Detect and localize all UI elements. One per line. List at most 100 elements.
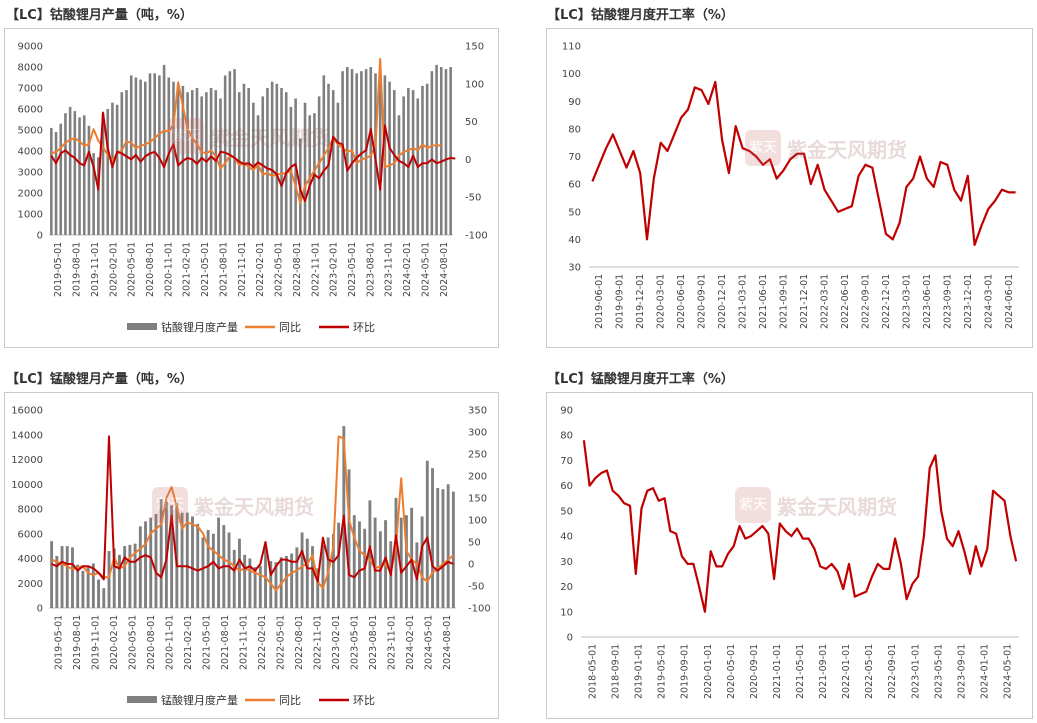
legend-swatch-bar [127, 323, 157, 330]
bar [129, 75, 133, 236]
bar [50, 127, 53, 235]
y-tick-label-left: 16000 [11, 406, 43, 417]
x-tick-label: 2022-09-01 [860, 274, 871, 329]
x-tick-label: 2021-05-01 [795, 644, 806, 699]
bar [176, 83, 180, 235]
x-tick-label: 2023-02-01 [329, 242, 340, 297]
bar [388, 81, 391, 235]
bar [97, 579, 101, 608]
x-tick-label: 2024-08-01 [442, 615, 453, 670]
y-tick-label-left: 12000 [11, 455, 43, 466]
bar [153, 73, 156, 235]
y-tick-label-right: 300 [468, 428, 487, 439]
bar [274, 562, 278, 608]
bar [425, 83, 429, 235]
bar [111, 102, 114, 235]
x-tick-label: 2020-08-01 [145, 242, 156, 297]
y-tick-label: 110 [562, 42, 581, 53]
bar [284, 556, 288, 608]
x-tick-label: 2021-03-01 [738, 274, 749, 329]
x-tick-label: 2023-09-01 [942, 274, 953, 329]
bar [180, 512, 184, 608]
x-tick-label: 2021-12-01 [799, 274, 810, 329]
bar [436, 487, 440, 608]
legend-label: 环比 [353, 694, 375, 707]
bar [60, 546, 64, 608]
y-tick-label-left: 4000 [18, 147, 43, 158]
x-tick-label: 2024-05-01 [1002, 644, 1013, 699]
x-tick-label: 2023-12-01 [963, 274, 974, 329]
bar [65, 546, 69, 608]
chart-frame: 16000 14000 12000 10000 8000 6000 4000 2000 0 350… [4, 392, 499, 719]
bar [82, 115, 86, 235]
x-tick-label: 2021-05-01 [201, 615, 212, 670]
bar [232, 549, 236, 608]
legend-label: 环比 [353, 321, 375, 334]
x-tick-label: 2022-02-01 [255, 242, 266, 297]
bar [115, 104, 119, 235]
x-tick-label: 2023-11-01 [384, 242, 395, 297]
bar [107, 551, 111, 608]
y-tick-label-right: 150 [468, 494, 487, 505]
bar [295, 547, 299, 608]
series-line [50, 57, 442, 205]
x-tick-label: 2018-09-01 [611, 644, 622, 699]
bar [258, 565, 262, 608]
x-tick-label: 2023-02-01 [331, 615, 342, 670]
x-tick-label: 2022-11-01 [310, 242, 321, 297]
chart-title: 【LC】钴酸锂月度开工率（%） [547, 8, 734, 23]
bar [123, 546, 127, 608]
y-tick-label: 40 [568, 235, 581, 246]
bar [451, 491, 455, 608]
bar [238, 538, 241, 608]
y-tick-label: 30 [560, 557, 573, 568]
x-tick-label: 2019-05-01 [53, 615, 64, 670]
y-tick-label-left: 0 [37, 604, 43, 615]
bar [242, 83, 246, 235]
x-tick-label: 2023-05-01 [347, 242, 358, 297]
chart-frame: 9000 8000 7000 6000 5000 4000 3000 2000 1000 0 150… [4, 28, 499, 348]
bar [233, 69, 236, 235]
x-tick-label: 2021-08-01 [220, 615, 231, 670]
y-tick-label-left: 4000 [18, 554, 43, 565]
x-tick-label: 2020-11-01 [163, 242, 174, 297]
bar [217, 517, 221, 608]
x-tick-label: 2019-09-01 [680, 644, 691, 699]
y-tick-label-right: -100 [468, 604, 491, 615]
x-tick-label: 2019-01-01 [634, 644, 645, 699]
bar [358, 521, 361, 608]
x-tick-label: 2021-02-01 [182, 242, 193, 297]
y-tick-label-right: 0 [465, 155, 471, 166]
bar [316, 568, 320, 608]
bar [352, 515, 356, 608]
y-tick-label-left: 1000 [18, 210, 43, 221]
x-tick-label: 2023-05-01 [933, 644, 944, 699]
bar [397, 115, 401, 235]
bar [54, 132, 58, 235]
y-tick-label-right: 50 [468, 538, 481, 549]
bar [120, 92, 124, 235]
bar [205, 92, 208, 235]
y-tick-label-right: 250 [468, 450, 487, 461]
bar [191, 516, 194, 608]
bar [305, 538, 309, 608]
bar [158, 75, 161, 236]
x-tick-label: 2022-05-01 [274, 242, 285, 297]
y-tick-label-left: 6000 [18, 105, 43, 116]
bar [138, 526, 142, 608]
y-tick-label-right: 150 [465, 42, 484, 53]
x-tick-label: 2022-01-01 [841, 644, 852, 699]
chart-frame: 110 100 90 80 70 60 50 40 30 2019-06-01 2019-09-01… [546, 28, 1033, 348]
y-tick-label: 60 [560, 481, 573, 492]
bar [87, 125, 91, 235]
chart-svg: 110 100 90 80 70 60 50 40 30 2019-06-01 2019-09-01… [562, 42, 1019, 329]
x-tick-label: 2020-03-01 [656, 274, 667, 329]
x-tick-label: 2021-08-01 [218, 242, 229, 297]
bar [196, 523, 200, 608]
x-tick-label: 2022-09-01 [887, 644, 898, 699]
bar [394, 497, 398, 608]
x-tick-label: 2024-08-01 [439, 242, 450, 297]
x-tick-label: 2019-06-01 [594, 274, 605, 329]
bar [275, 83, 279, 235]
y-tick-label-left: 2000 [18, 579, 43, 590]
